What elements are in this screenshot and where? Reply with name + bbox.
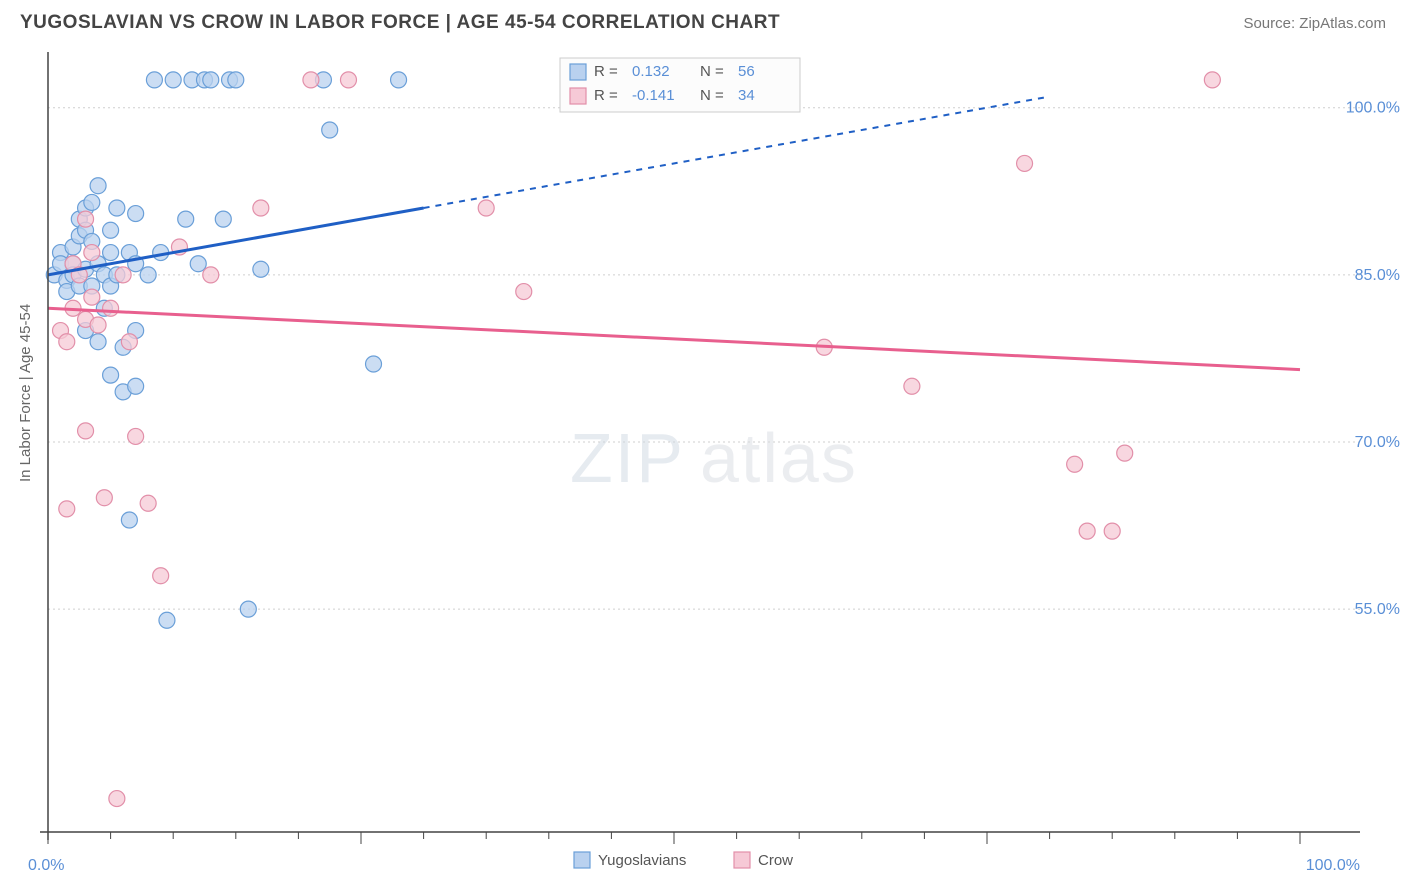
legend-n-value: 34 [738,87,755,104]
scatter-point [253,261,269,277]
scatter-point [1079,523,1095,539]
scatter-point [203,72,219,88]
scatter-point [128,378,144,394]
legend-n-label: N = [700,63,724,80]
scatter-point [240,601,256,617]
scatter-point [96,490,112,506]
scatter-point [103,300,119,316]
scatter-point [1017,155,1033,171]
scatter-point [1104,523,1120,539]
chart-container: 55.0% 70.0% 85.0% 100.0% ZIPatlas 0.0% 100.0% I… [0,42,1406,882]
scatter-point [128,428,144,444]
legend-r-label: R = [594,63,618,80]
scatter-point [391,72,407,88]
scatter-point [109,200,125,216]
x-tick-label: 0.0% [28,857,64,874]
scatter-point [84,245,100,261]
scatter-point [253,200,269,216]
scatter-point [78,211,94,227]
scatter-point [140,495,156,511]
scatter-point [115,267,131,283]
trend-line [48,308,1300,369]
watermark: atlas [700,419,858,497]
scatter-point [59,501,75,517]
watermark: ZIP [570,419,685,497]
bottom-legend-label: Crow [758,852,793,869]
legend-r-label: R = [594,87,618,104]
scatter-point [159,612,175,628]
scatter-point [1067,456,1083,472]
scatter-point [90,334,106,350]
scatter-point [190,256,206,272]
scatter-point [1117,445,1133,461]
scatter-point [103,222,119,238]
legend-r-value: -0.141 [632,87,675,104]
scatter-point [59,334,75,350]
y-axis-label: In Labor Force | Age 45-54 [17,304,34,482]
scatter-point [84,194,100,210]
scatter-point [228,72,244,88]
chart-title: YUGOSLAVIAN VS CROW IN LABOR FORCE | AGE… [20,12,780,34]
scatter-point [146,72,162,88]
scatter-point [121,512,137,528]
scatter-point [904,378,920,394]
trend-line [48,208,424,275]
scatter-point [215,211,231,227]
scatter-point [1204,72,1220,88]
scatter-point [303,72,319,88]
legend-r-value: 0.132 [632,63,670,80]
legend-swatch [570,88,586,104]
scatter-point [140,267,156,283]
scatter-point [78,423,94,439]
scatter-point [90,317,106,333]
bottom-legend-swatch [574,852,590,868]
x-tick-label: 100.0% [1306,857,1360,874]
scatter-point [178,211,194,227]
scatter-point [121,334,137,350]
chart-source: Source: ZipAtlas.com [1243,15,1386,32]
scatter-point [103,245,119,261]
scatter-point [322,122,338,138]
scatter-point [153,568,169,584]
y-tick-label: 85.0% [1355,267,1400,284]
scatter-point [90,178,106,194]
scatter-point [128,206,144,222]
scatter-point [516,284,532,300]
scatter-point [84,289,100,305]
scatter-point [203,267,219,283]
legend-n-label: N = [700,87,724,104]
legend-n-value: 56 [738,63,755,80]
y-tick-label: 100.0% [1346,100,1400,117]
bottom-legend-label: Yugoslavians [598,852,686,869]
scatter-point [103,367,119,383]
scatter-point [478,200,494,216]
trend-line-ext [424,97,1050,208]
scatter-chart: 55.0% 70.0% 85.0% 100.0% ZIPatlas 0.0% 100.0% I… [0,42,1406,882]
scatter-point [109,791,125,807]
y-tick-label: 70.0% [1355,434,1400,451]
y-tick-label: 55.0% [1355,601,1400,618]
scatter-point [366,356,382,372]
bottom-legend-swatch [734,852,750,868]
scatter-point [340,72,356,88]
scatter-point [165,72,181,88]
legend-swatch [570,64,586,80]
